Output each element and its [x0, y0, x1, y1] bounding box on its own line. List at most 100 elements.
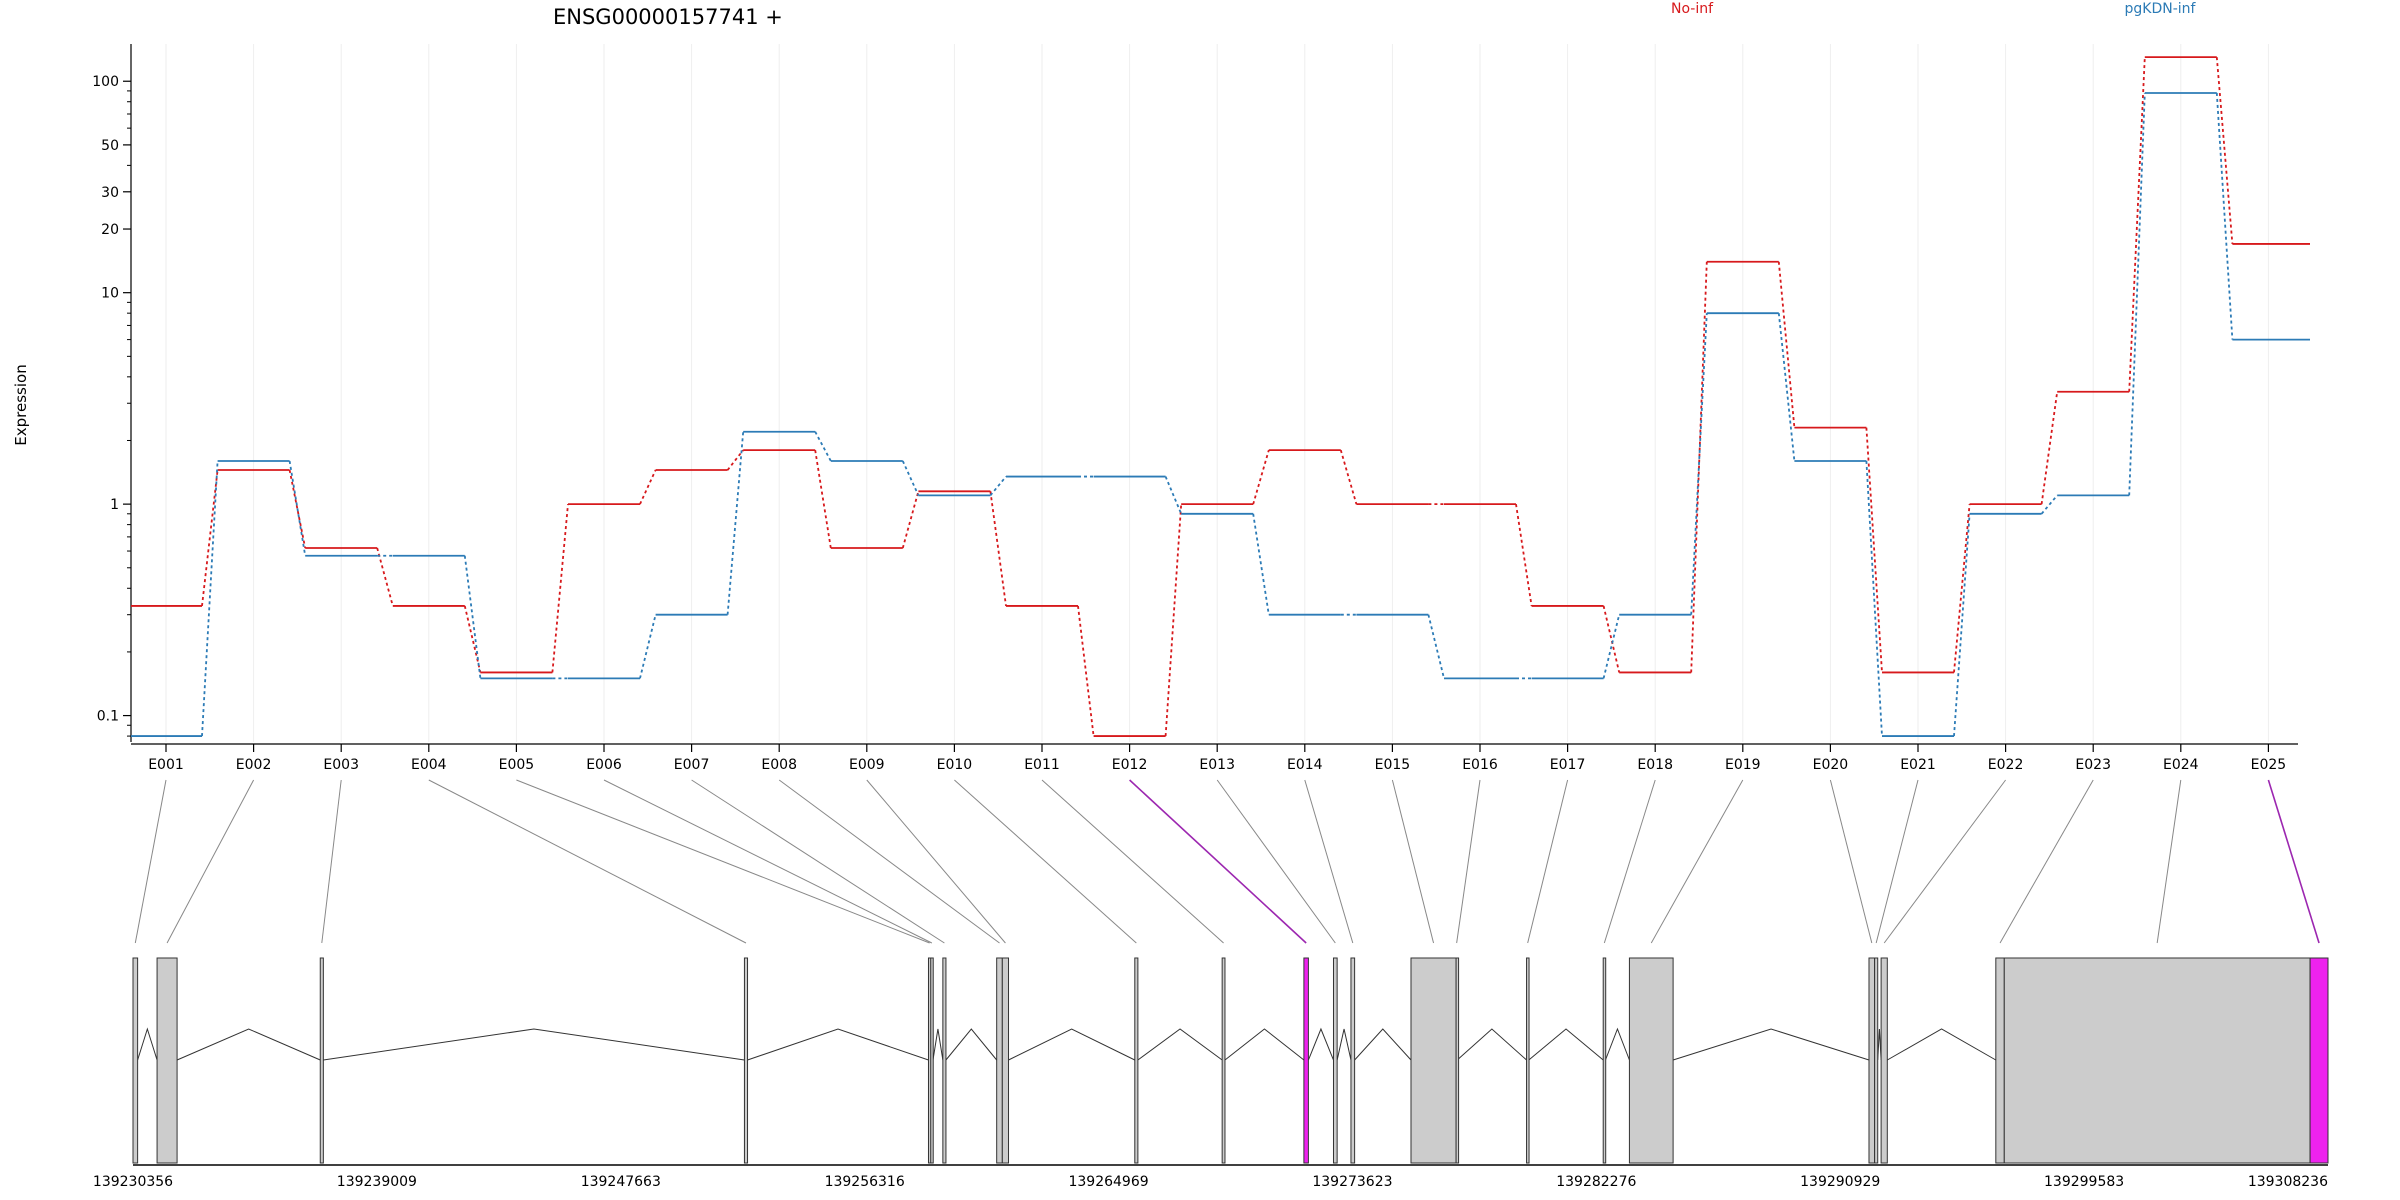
connector-e024: [2156, 779, 2182, 944]
series-transition: [639, 469, 657, 505]
connector-e006: [603, 779, 933, 944]
x-tick-label-e016: E016: [1462, 757, 1498, 773]
x-tick-label-e003: E003: [323, 757, 359, 773]
exon-box-e006: [930, 957, 934, 1164]
vertical-gridlines: [165, 44, 2269, 742]
series-pgkdn-inf: [131, 92, 2310, 737]
x-tick-label-e015: E015: [1375, 757, 1411, 773]
series-transition: [288, 460, 307, 556]
x-tick-label-e009: E009: [849, 757, 885, 773]
coord-label: 139282276: [1556, 1174, 1636, 1190]
intron-line: [1456, 1028, 1527, 1061]
x-tick-label-e006: E006: [586, 757, 622, 773]
intron-line: [137, 1027, 158, 1061]
exon-box-e020: [1868, 957, 1876, 1164]
chart-title: ENSG00000157741 +: [553, 5, 783, 29]
exon-box-e025: [2309, 957, 2329, 1164]
x-axis: E001 E002 E003 E004 E005 E006 E007 E008 E009 E010…: [131, 743, 2298, 773]
x-tick-label-e018: E018: [1637, 757, 1673, 773]
intron-line: [1307, 1027, 1334, 1061]
x-tick-label-e013: E013: [1199, 757, 1235, 773]
series-transition: [989, 475, 1007, 496]
series-transition: [1690, 313, 1708, 615]
connector-e014: [1304, 779, 1354, 944]
x-tick-label-e023: E023: [2075, 757, 2111, 773]
gene-model: [132, 957, 2329, 1164]
series-transition: [463, 605, 482, 673]
connector-e022: [1883, 779, 2007, 944]
x-tick-label-e002: E002: [236, 757, 272, 773]
x-tick-label-e001: E001: [148, 757, 184, 773]
intron-line: [1528, 1028, 1604, 1061]
connector-e003: [321, 779, 342, 944]
y-tick-label: 20: [101, 222, 119, 238]
exon-box-e012: [1303, 957, 1309, 1164]
intron-line: [1354, 1028, 1412, 1061]
exon-box-e001: [132, 957, 139, 1164]
intron-line: [1672, 1028, 1870, 1061]
coord-label: 139239009: [337, 1174, 417, 1190]
connector-e005: [516, 779, 930, 944]
x-tick-label-e004: E004: [411, 757, 447, 773]
legend-entry-pgkdn-inf: pgKDN-inf: [2125, 1, 2197, 17]
y-tick-label: 50: [101, 138, 119, 154]
intron-line: [1137, 1028, 1223, 1061]
connector-e007: [691, 779, 945, 944]
series-transition: [201, 460, 219, 737]
x-tick-label-e024: E024: [2163, 757, 2199, 773]
x-tick-label-e025: E025: [2251, 757, 2287, 773]
exon-box-e019: [1628, 957, 1674, 1164]
series-transition: [1602, 614, 1621, 679]
intron-line: [1604, 1027, 1630, 1061]
series-transition: [1164, 476, 1183, 515]
series-transition: [463, 555, 482, 679]
series-transition: [288, 469, 307, 549]
connector-e017: [1527, 779, 1569, 944]
series-transition: [814, 450, 832, 549]
x-tick-label-e019: E019: [1725, 757, 1761, 773]
series-transition: [1164, 504, 1183, 737]
series-transition: [2215, 92, 2234, 340]
legend-entry-no-inf: No-inf: [1671, 1, 1714, 17]
series-transition: [1427, 614, 1445, 679]
x-tick-label-e011: E011: [1024, 757, 1060, 773]
connector-e023: [1999, 779, 2094, 944]
x-tick-label-e010: E010: [937, 757, 973, 773]
x-tick-label-e021: E021: [1900, 757, 1936, 773]
connector-e012: [1129, 779, 1307, 944]
coord-label: 139290929: [1800, 1174, 1880, 1190]
connector-e002: [166, 779, 255, 944]
intron-line: [1224, 1028, 1305, 1061]
y-tick-label: 100: [92, 74, 119, 90]
series-transition: [2215, 57, 2234, 245]
series-transition: [726, 449, 744, 471]
series-transition: [726, 431, 745, 615]
intron-line: [932, 1028, 944, 1061]
exon-box-e008: [996, 957, 1003, 1164]
connector-e001: [134, 779, 167, 944]
exon-box-e013: [1332, 957, 1338, 1164]
coord-label: 139264969: [1068, 1174, 1148, 1190]
series-transition: [376, 547, 394, 607]
exon-box-e009: [1001, 957, 1010, 1164]
x-tick-label-e012: E012: [1112, 757, 1148, 773]
connector-e021: [1875, 779, 1919, 944]
genomic-coordinate-axis: 139230356 139239009 139247663 139256316 1392…: [93, 1164, 2328, 1190]
y-tick-label: 10: [101, 286, 119, 302]
exon-box-e017: [1526, 957, 1530, 1164]
series-transition: [1252, 513, 1270, 615]
series-no-inf: [131, 56, 2310, 737]
connector-e020: [1829, 779, 1873, 944]
connector-e009: [866, 779, 1006, 944]
y-axis-label: Expression: [12, 364, 30, 445]
x-tick-label-e020: E020: [1813, 757, 1849, 773]
x-tick-label-e022: E022: [1988, 757, 2024, 773]
exon-box-e018: [1602, 957, 1607, 1164]
coord-label: 139230356: [93, 1174, 173, 1190]
series-transition: [1865, 460, 1883, 737]
intron-line: [1877, 1028, 1882, 1061]
coord-label: 139308236: [2248, 1174, 2328, 1190]
coord-label: 139247663: [581, 1174, 661, 1190]
exon-box-e007: [942, 957, 947, 1164]
x-tick-label-e007: E007: [674, 757, 710, 773]
